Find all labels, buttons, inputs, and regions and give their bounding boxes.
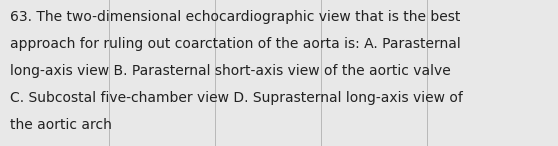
Text: C. Subcostal five-chamber view D. Suprasternal long-axis view of: C. Subcostal five-chamber view D. Supras… [10,91,463,105]
Text: the aortic arch: the aortic arch [10,118,112,132]
Text: 63. The two-dimensional echocardiographic view that is the best: 63. The two-dimensional echocardiographi… [10,10,460,24]
Text: approach for ruling out coarctation of the aorta is: A. Parasternal: approach for ruling out coarctation of t… [10,37,461,51]
Text: long-axis view B. Parasternal short-axis view of the aortic valve: long-axis view B. Parasternal short-axis… [10,64,451,78]
